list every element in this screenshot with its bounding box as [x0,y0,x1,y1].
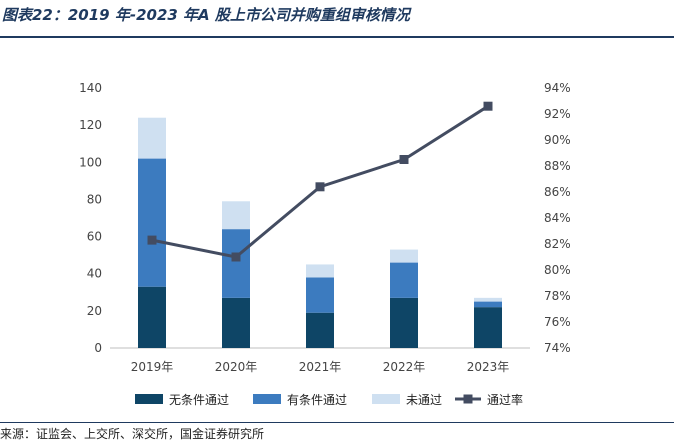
legend-swatch [253,394,281,404]
legend-swatch-marker [463,394,473,404]
legend-label: 有条件通过 [287,393,347,407]
right-axis-tick-label: 82% [544,237,571,251]
x-axis-tick-label: 2022年 [383,360,426,374]
pass-rate-marker [315,182,325,192]
left-axis-tick-label: 100 [79,155,102,169]
bar-segment [390,262,418,298]
left-axis-tick-label: 140 [79,81,102,95]
right-axis-tick-label: 76% [544,315,571,329]
bar-segment [306,277,334,313]
pass-rate-marker [231,252,241,262]
pass-rate-marker [399,155,409,164]
left-axis-tick-label: 40 [87,267,102,281]
right-axis-tick-label: 92% [544,107,571,121]
bar-segment [138,286,166,348]
right-axis-tick-label: 78% [544,289,571,303]
left-axis-tick-label: 60 [87,230,102,244]
bar-segment [390,297,418,348]
right-axis-tick-label: 86% [544,185,571,199]
left-axis-tick-label: 120 [79,118,102,132]
right-axis-tick-label: 84% [544,211,571,225]
figure-title: 图表22：2019 年-2023 年A 股上市公司并购重组审核情况 [2,6,410,24]
legend-swatch [135,394,163,404]
pass-rate-marker [483,101,493,111]
right-axis-tick-label: 74% [544,341,571,355]
title-divider [0,36,674,38]
pass-rate-line [151,104,489,259]
legend-swatch [372,394,400,404]
x-axis-tick-label: 2023年 [467,360,510,374]
right-axis-tick-label: 94% [544,81,571,95]
bar-segment [306,312,334,348]
legend-label: 未通过 [406,393,442,407]
x-axis-tick-label: 2021年 [299,360,342,374]
pass-rate-marker [147,235,157,245]
bar-segment [138,158,166,287]
legend-label: 无条件通过 [169,393,229,407]
bar-segment [138,117,166,159]
bar-segment [474,297,502,302]
left-axis-tick-label: 0 [94,341,102,355]
left-axis-tick-label: 80 [87,192,102,206]
x-axis-tick-label: 2020年 [215,360,258,374]
right-axis-tick-label: 90% [544,133,571,147]
bar-segment [474,307,502,348]
legend-label: 通过率 [487,392,523,407]
right-axis-tick-label: 80% [544,263,571,277]
left-axis-tick-label: 20 [87,304,102,318]
bar-segment [474,301,502,308]
bar-segment [222,201,250,230]
right-axis-tick-label: 88% [544,159,571,173]
bar-segment [222,297,250,348]
bar-segment [390,249,418,263]
bar-segment [222,229,250,298]
source-note: 来源：证监会、上交所、深交所，国金证券研究所 [0,427,265,441]
bar-segment [306,264,334,278]
x-axis-tick-label: 2019年 [131,360,174,374]
source-divider [0,422,674,423]
